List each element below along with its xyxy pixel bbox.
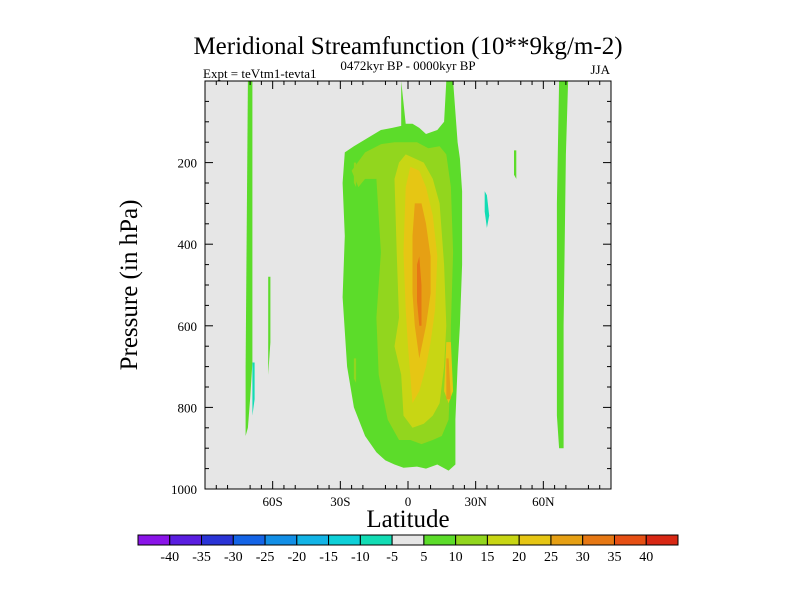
colorbar-box [169,534,203,546]
contour-region-pos10-7 [353,358,357,383]
contour-region-pos5-3 [268,276,271,375]
colorbar-box [455,534,488,546]
colorbar: -40 -35 -30 -25 -20 -15 -10 -5 5 10 15 20 25 30 35 40 [137,534,679,565]
contour-region-neg5-15 [484,191,490,228]
colorbar-label: 5 [420,550,427,565]
colorbar-label: 15 [480,550,494,565]
colorbar-box [645,534,679,546]
x-tick-label: 30S [330,494,350,509]
contour-region-pos10-6 [353,162,357,188]
colorbar-label: -5 [386,550,398,565]
colorbar-box [137,534,171,546]
colorbar-label: -35 [192,550,211,565]
colorbar-box [518,534,552,546]
y-axis-title: Pressure (in hPa) [116,200,143,371]
season-label: JJA [590,62,610,77]
colorbar-label: 35 [607,550,621,565]
chart-title: Meridional Streamfunction (10**9kg/m-2) [193,33,622,60]
colorbar-label: 25 [544,550,558,565]
contour-region-pos5-4 [514,150,517,179]
colorbar-label: -40 [160,550,179,565]
x-tick-label: 60N [532,494,555,509]
colorbar-box [391,534,425,546]
x-tick-label: 60S [263,494,283,509]
colorbar-label: 30 [576,550,590,565]
contour-region-neg5-14 [252,362,255,416]
colorbar-box [423,534,457,546]
colorbar-box [550,534,584,546]
x-axis-title: Latitude [366,506,449,533]
colorbar-box [264,534,298,546]
y-tick-label: 600 [178,319,198,334]
x-tick-label: 30N [464,494,487,509]
colorbar-label: -15 [319,550,338,565]
colorbar-box [613,534,647,546]
period-label: 0472kyr BP - 0000kyr BP [340,58,475,73]
colorbar-label: -30 [224,550,243,565]
colorbar-box [359,534,393,546]
plot-area: 60S 30S 0 30N 60N 200 400 600 800 1000 [171,80,612,509]
colorbar-box [201,534,234,546]
colorbar-box [296,534,330,546]
colorbar-label: 40 [639,550,653,565]
contour-region-pos5-1 [556,81,569,449]
y-tick-label: 200 [178,156,198,171]
colorbar-label: -20 [287,550,306,565]
colorbar-box [486,534,520,546]
colorbar-box [232,534,266,546]
colorbar-label: 10 [449,550,463,565]
contour-region-pos5-0 [245,81,253,436]
contour-region-pos30-13 [417,256,422,326]
y-tick-label: 1000 [171,482,197,497]
contour-region-pos25-12 [446,358,451,400]
colorbar-label: -25 [256,550,275,565]
y-tick-label: 400 [178,237,198,252]
colorbar-label: -10 [351,550,370,565]
x-tick-label: 0 [405,494,412,509]
colorbar-box [582,534,615,546]
colorbar-label: 20 [512,550,526,565]
y-tick-label: 800 [178,400,198,415]
colorbar-box [328,534,361,546]
contour-region-pos25-11 [412,203,431,359]
experiment-label: Expt = teVtm1-tevta1 [203,66,316,81]
